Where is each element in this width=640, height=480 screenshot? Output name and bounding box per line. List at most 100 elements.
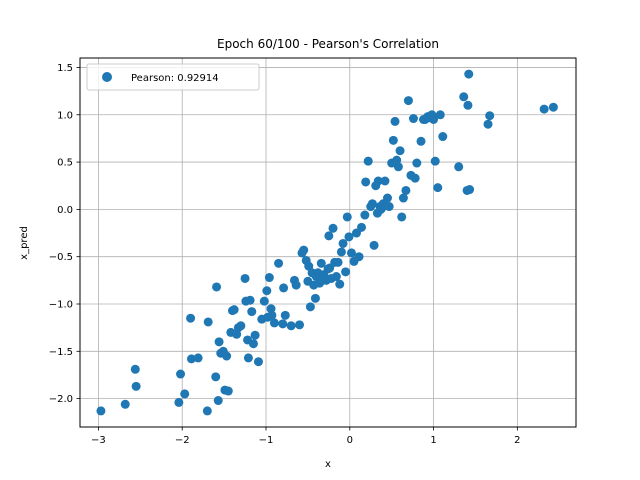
y-tick-label: 1.5 [57, 63, 73, 74]
data-point [236, 321, 246, 331]
data-point [338, 238, 348, 248]
data-point [193, 353, 203, 363]
data-point [464, 69, 474, 79]
x-tick-label: −3 [91, 435, 106, 446]
data-point [398, 193, 408, 203]
data-point [291, 280, 301, 290]
data-point [202, 406, 212, 416]
data-point [316, 258, 326, 268]
data-point [262, 286, 272, 296]
data-point [454, 162, 464, 172]
data-point [247, 307, 257, 317]
data-point [333, 257, 343, 267]
data-point [120, 399, 130, 409]
data-point [245, 295, 255, 305]
data-point [331, 272, 341, 282]
data-point [373, 176, 383, 186]
data-point [259, 296, 269, 306]
data-point [548, 102, 558, 112]
plot-frame [79, 57, 577, 428]
grid-lines [80, 58, 576, 427]
data-point [335, 279, 345, 289]
data-point [279, 283, 289, 293]
data-point [463, 100, 473, 110]
data-point [430, 156, 440, 166]
data-point [213, 396, 223, 406]
data-point [280, 310, 290, 320]
data-point [401, 185, 411, 195]
data-point [361, 177, 371, 187]
y-axis-ticks: −2.0 −1.5 −1.0 −0.5 0.0 0.5 1.0 1.5 [49, 63, 80, 405]
data-point [130, 364, 140, 374]
y-tick-label: −2.0 [49, 394, 73, 405]
data-point [203, 317, 213, 327]
data-point [539, 104, 549, 114]
data-point [393, 162, 403, 172]
data-point [243, 353, 253, 363]
data-point [390, 116, 400, 126]
data-point [336, 247, 346, 257]
y-tick-label: 0.5 [57, 158, 73, 169]
data-point [354, 252, 364, 262]
data-point [388, 135, 398, 145]
data-point [299, 245, 309, 255]
data-point [367, 199, 377, 209]
data-point [341, 267, 351, 277]
data-point [384, 202, 394, 212]
data-point [269, 318, 279, 328]
x-axis-label: x [325, 459, 331, 470]
legend: Pearson: 0.92914 [86, 63, 260, 91]
data-point [429, 115, 439, 124]
data-point [286, 321, 296, 331]
data-point [410, 173, 420, 183]
data-point [96, 406, 106, 416]
data-point [344, 232, 354, 242]
data-point [433, 183, 443, 193]
data-point [328, 223, 338, 233]
data-point [416, 136, 426, 146]
data-point [223, 386, 233, 396]
data-point [253, 357, 263, 367]
data-point [438, 132, 448, 142]
data-point [357, 222, 367, 232]
data-point [248, 339, 258, 349]
data-point [408, 114, 418, 124]
x-tick-label: 1 [430, 435, 436, 446]
x-tick-label: 2 [514, 435, 520, 446]
data-point [403, 96, 413, 106]
data-point [250, 330, 260, 340]
y-tick-label: 0.0 [57, 205, 73, 216]
y-tick-label: −1.0 [49, 300, 73, 311]
data-point [483, 119, 493, 129]
data-point [274, 258, 284, 268]
data-point [131, 381, 141, 391]
data-point [214, 337, 224, 347]
y-tick-label: 1.0 [57, 110, 73, 121]
data-point [435, 110, 445, 120]
data-point [465, 185, 475, 195]
legend-label: Pearson: 0.92914 [131, 73, 219, 84]
x-tick-label: −1 [259, 435, 274, 446]
data-point [186, 313, 196, 323]
data-point [180, 389, 190, 399]
data-point [176, 369, 186, 379]
data-point [459, 92, 469, 102]
data-point [295, 320, 305, 330]
y-axis-label: x_pred [19, 226, 30, 260]
chart-title: Epoch 60/100 - Pearson's Correlation [217, 37, 439, 51]
data-point [380, 176, 390, 186]
data-point [211, 372, 221, 382]
legend-marker [102, 72, 112, 82]
data-points [96, 69, 558, 416]
x-tick-label: −2 [175, 435, 190, 446]
x-axis-ticks: −3 −2 −1 0 1 2 [91, 427, 521, 446]
data-point [324, 231, 334, 241]
data-point [266, 304, 276, 314]
data-point [360, 210, 370, 220]
data-point [305, 302, 315, 312]
data-point [346, 248, 356, 258]
data-point [395, 146, 405, 156]
data-point [240, 273, 250, 283]
data-point [267, 310, 277, 320]
